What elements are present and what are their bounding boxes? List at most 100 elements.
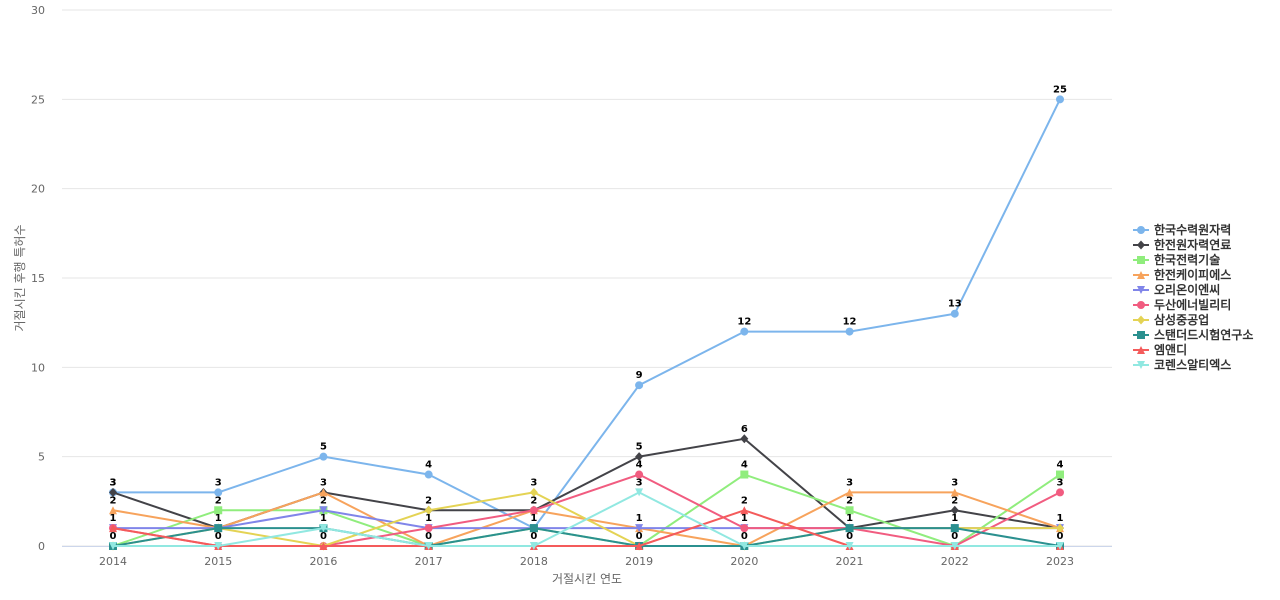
data-label: 2 (530, 495, 537, 506)
data-label: 25 (1053, 84, 1067, 95)
data-point (424, 470, 433, 479)
legend-marker (1137, 226, 1145, 234)
x-tick-label: 2023 (1046, 555, 1074, 568)
data-point (319, 524, 328, 533)
legend-marker (1137, 256, 1145, 264)
x-tick-label: 2017 (415, 555, 443, 568)
data-label: 1 (951, 513, 958, 524)
data-label: 2 (951, 495, 958, 506)
legend-item[interactable]: 한국전력기술 (1133, 252, 1220, 267)
data-label: 3 (636, 477, 643, 488)
data-label: 1 (110, 513, 117, 524)
legend-marker (1137, 271, 1145, 279)
legend-item[interactable]: 오리온이엔씨 (1133, 282, 1220, 297)
legend-item[interactable]: 한전케이피에스 (1133, 267, 1231, 282)
data-label: 2 (110, 495, 117, 506)
y-tick-label: 15 (31, 272, 45, 285)
legend-marker (1137, 286, 1145, 294)
data-point (319, 452, 328, 461)
legend-item[interactable]: 한전원자력연료 (1133, 237, 1231, 252)
series-group (109, 95, 1064, 533)
data-point (109, 542, 117, 550)
data-label: 3 (1057, 477, 1064, 488)
legend-item[interactable]: 한국수력원자력 (1133, 222, 1231, 237)
data-label: 3 (846, 477, 853, 488)
legend-item[interactable]: 삼성중공업 (1133, 312, 1209, 327)
data-point (1056, 470, 1064, 479)
data-point (950, 542, 959, 550)
data-label: 3 (215, 477, 222, 488)
series-group (109, 434, 1064, 533)
data-label: 0 (110, 531, 117, 542)
data-label: 4 (1057, 460, 1064, 471)
legend-label: 한전케이피에스 (1154, 267, 1231, 282)
data-label: 1 (425, 513, 432, 524)
data-label: 1 (320, 513, 327, 524)
data-label: 2 (741, 495, 748, 506)
data-point (214, 506, 223, 515)
data-label: 0 (215, 531, 222, 542)
x-tick-label: 2016 (309, 555, 337, 568)
data-point (214, 524, 223, 533)
data-label: 0 (846, 531, 853, 542)
x-tick-label: 2021 (836, 555, 864, 568)
legend-marker (1137, 240, 1145, 250)
data-point (845, 327, 854, 336)
data-label: 1 (1057, 513, 1064, 524)
data-label: 4 (741, 460, 748, 471)
data-label: 13 (948, 299, 962, 310)
data-point (740, 434, 749, 444)
data-label: 0 (951, 531, 958, 542)
data-label: 5 (320, 442, 327, 453)
legend-label: 엠앤디 (1154, 342, 1187, 357)
data-point (109, 487, 117, 497)
data-label: 1 (530, 513, 537, 524)
y-tick-label: 20 (31, 183, 45, 196)
legend-marker (1137, 315, 1145, 325)
legend: 한국수력원자력한전원자력연료한국전력기술한전케이피에스오리온이엔씨두산에너빌리티… (1133, 222, 1253, 372)
data-label: 1 (215, 513, 222, 524)
data-point (1056, 488, 1064, 497)
data-label: 3 (320, 477, 327, 488)
y-tick-label: 25 (31, 93, 45, 106)
data-point (529, 506, 538, 515)
legend-item[interactable]: 스탠더드시험연구소 (1133, 327, 1253, 342)
data-point (950, 488, 959, 497)
data-point (529, 487, 538, 497)
data-label: 12 (737, 317, 751, 328)
legend-item[interactable]: 엠앤디 (1133, 342, 1187, 357)
data-label: 6 (741, 424, 748, 435)
y-tick-label: 30 (31, 4, 45, 17)
data-point (845, 506, 854, 515)
data-label: 0 (636, 531, 643, 542)
data-point (424, 542, 433, 550)
data-label: 0 (425, 531, 432, 542)
y-axis-title: 거절시킨 후행 특허수 (12, 225, 27, 332)
data-label: 3 (951, 477, 958, 488)
series-line (112, 527, 1061, 547)
data-point (740, 327, 749, 336)
data-point (214, 542, 223, 550)
data-point (740, 524, 749, 533)
data-label: 0 (1057, 531, 1064, 542)
data-label: 4 (636, 460, 643, 471)
legend-label: 두산에너빌리티 (1154, 297, 1231, 312)
legend-label: 코렌스알티엑스 (1154, 357, 1231, 372)
legend-item[interactable]: 두산에너빌리티 (1133, 297, 1231, 312)
data-point (109, 524, 117, 533)
data-label: 5 (636, 442, 643, 453)
data-label: 9 (636, 370, 643, 381)
data-point (635, 381, 644, 390)
x-tick-label: 2015 (204, 555, 232, 568)
data-label: 2 (215, 495, 222, 506)
data-point (319, 506, 328, 515)
series-layer (109, 95, 1064, 551)
data-point (529, 524, 538, 533)
data-point (1056, 95, 1064, 104)
legend-item[interactable]: 코렌스알티엑스 (1133, 357, 1231, 372)
grid-layer (62, 9, 1112, 547)
x-tick-label: 2022 (941, 555, 969, 568)
data-label: 2 (425, 495, 432, 506)
